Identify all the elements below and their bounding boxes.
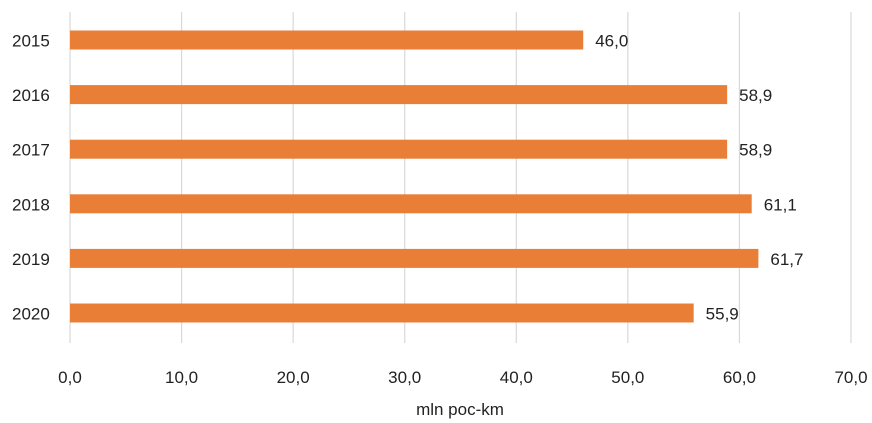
x-tick-label: 60,0	[723, 368, 756, 387]
y-tick-label: 2016	[12, 86, 50, 105]
bars	[70, 30, 759, 323]
data-label: 61,1	[764, 195, 797, 214]
x-tick-label: 40,0	[500, 368, 533, 387]
bar-2020	[70, 303, 694, 323]
y-tick-label: 2019	[12, 250, 50, 269]
x-tick-label: 10,0	[165, 368, 198, 387]
bar-2019	[70, 248, 759, 268]
bar-2016	[70, 85, 728, 105]
x-tick-label: 0,0	[58, 368, 82, 387]
bar-2018	[70, 194, 752, 214]
y-tick-label: 2018	[12, 195, 50, 214]
y-tick-label: 2020	[12, 305, 50, 324]
bar-2017	[70, 139, 728, 159]
bar-2015	[70, 30, 584, 50]
x-axis-title: mln poc-km	[416, 400, 504, 419]
x-tick-label: 20,0	[277, 368, 310, 387]
gridlines	[69, 12, 852, 343]
data-label: 58,9	[739, 141, 772, 160]
y-axis-tick-labels: 2015 2016 2017 2018 2019 2020	[12, 32, 50, 324]
data-label: 61,7	[770, 250, 803, 269]
x-tick-label: 30,0	[388, 368, 421, 387]
x-tick-label: 70,0	[834, 368, 867, 387]
x-axis-tick-labels: 0,0 10,0 20,0 30,0 40,0 50,0 60,0 70,0	[58, 368, 867, 387]
data-label: 55,9	[706, 305, 739, 324]
y-tick-label: 2017	[12, 141, 50, 160]
data-label: 46,0	[595, 32, 628, 51]
data-label: 58,9	[739, 86, 772, 105]
x-tick-label: 50,0	[611, 368, 644, 387]
data-labels: 46,0 58,9 58,9 61,1 61,7 55,9	[595, 32, 803, 324]
y-tick-label: 2015	[12, 32, 50, 51]
